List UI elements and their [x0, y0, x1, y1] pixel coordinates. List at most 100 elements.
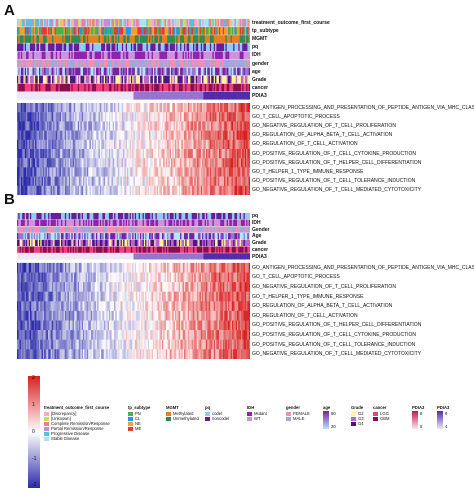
annotation-cell: [81, 83, 84, 92]
heatmap-cell: [95, 262, 98, 273]
annotation-cell: [115, 83, 117, 92]
annotation-cell: [216, 83, 218, 92]
heatmap-cell: [42, 262, 45, 273]
heatmap-cell: [176, 176, 178, 186]
annotation-cell: [182, 67, 185, 76]
annotation-cell: [41, 91, 44, 100]
annotation-cell: [159, 239, 161, 247]
heatmap-cell: [49, 167, 51, 177]
annotation-cell: [79, 239, 81, 247]
heatmap-cell: [227, 167, 230, 177]
annotation-cell: [154, 75, 156, 84]
annotation-cell: [134, 253, 137, 260]
annotation-cell: [26, 239, 28, 247]
annotation-cell: [121, 91, 124, 100]
heatmap-cell: [235, 103, 238, 113]
annotation-cell: [92, 233, 94, 240]
annotation-cell: [243, 67, 246, 76]
annotation-cell: [195, 43, 198, 51]
annotation-cell: [224, 75, 226, 84]
annotation-cell: [187, 91, 190, 100]
heatmap-cell: [215, 139, 217, 150]
annotation-cell: [230, 27, 233, 35]
annotation-cell: [242, 75, 244, 84]
annotation-cell: [240, 91, 243, 100]
heatmap-cell: [244, 176, 247, 186]
annotation-cell: [198, 75, 200, 84]
annotation-cell: [246, 219, 248, 226]
heatmap-cell: [143, 167, 146, 177]
annotation-cell: [226, 59, 229, 68]
annotation-cell: [189, 219, 191, 226]
heatmap-cell: [218, 112, 221, 122]
heatmap-cell: [99, 185, 102, 195]
annotation-cell: [200, 35, 203, 43]
annotation-cell: [50, 213, 53, 220]
heatmap-cell: [155, 262, 158, 273]
annotation-cell: [32, 83, 35, 92]
heatmap-cell: [45, 139, 48, 150]
heatmap-cell: [98, 112, 101, 122]
annotation-cell: [163, 83, 165, 92]
heatmap-cell: [248, 139, 250, 150]
annotation-cell: [164, 67, 167, 76]
annotation-cell: [182, 91, 185, 100]
heatmap-cell: [76, 149, 79, 159]
annotation-cell: [137, 67, 139, 76]
annotation-cell: [44, 91, 46, 100]
annotation-cell: [49, 51, 51, 60]
annotation-cell: [159, 246, 161, 253]
heatmap-cell: [142, 167, 145, 177]
annotation-cell: [40, 91, 42, 100]
heatmap-cell: [158, 185, 160, 195]
annotation-cell: [138, 75, 141, 84]
annotation-cell: [108, 83, 111, 92]
heatmap-cell: [71, 176, 73, 186]
annotation-cell: [101, 43, 103, 51]
annotation-cell: [205, 83, 208, 92]
annotation-cell: [51, 43, 54, 51]
heatmap-cell: [22, 158, 24, 168]
annotation-cell: [191, 233, 194, 240]
heatmap-cell: [41, 158, 44, 168]
heatmap-cell: [51, 130, 54, 140]
annotation-cell: [51, 59, 54, 68]
heatmap-cell: [143, 185, 146, 195]
annotation-cell: [229, 67, 231, 76]
heatmap-cell: [189, 149, 191, 159]
annotation-label: Grade: [252, 76, 267, 83]
annotation-cell: [240, 226, 243, 233]
annotation-cell: [139, 75, 142, 84]
annotation-cell: [88, 246, 90, 253]
annotation-cell: [248, 239, 250, 247]
annotation-cell: [178, 83, 181, 92]
annotation-cell: [50, 51, 53, 60]
heatmap-cell: [88, 167, 90, 177]
annotation-cell: [73, 67, 76, 76]
annotation-cell: [229, 91, 231, 100]
heatmap-cell: [72, 262, 75, 273]
heatmap-cell: [68, 103, 71, 113]
heatmap-cell: [120, 112, 123, 122]
annotation-cell: [222, 19, 225, 27]
annotation-cell: [77, 67, 80, 76]
annotation-cell: [101, 213, 103, 220]
annotation-cell: [164, 35, 167, 43]
annotation-cell: [146, 233, 149, 240]
annotation-cell: [246, 51, 248, 60]
annotation-cell: [41, 43, 44, 51]
heatmap-cell: [35, 158, 37, 168]
annotation-cell: [45, 43, 48, 51]
heatmap-cell: [31, 176, 33, 186]
heatmap-cell: [85, 112, 88, 122]
annotation-cell: [90, 253, 93, 260]
annotation-cell: [120, 91, 123, 100]
heatmap-cell: [117, 176, 120, 186]
heatmap-cell: [211, 112, 213, 122]
annotation-cell: [237, 35, 239, 43]
annotation-cell: [73, 27, 76, 35]
annotation-cell: [209, 27, 212, 35]
annotation-label: cancer: [252, 84, 269, 91]
annotation-cell: [248, 75, 250, 84]
heatmap-cell: [247, 130, 249, 140]
